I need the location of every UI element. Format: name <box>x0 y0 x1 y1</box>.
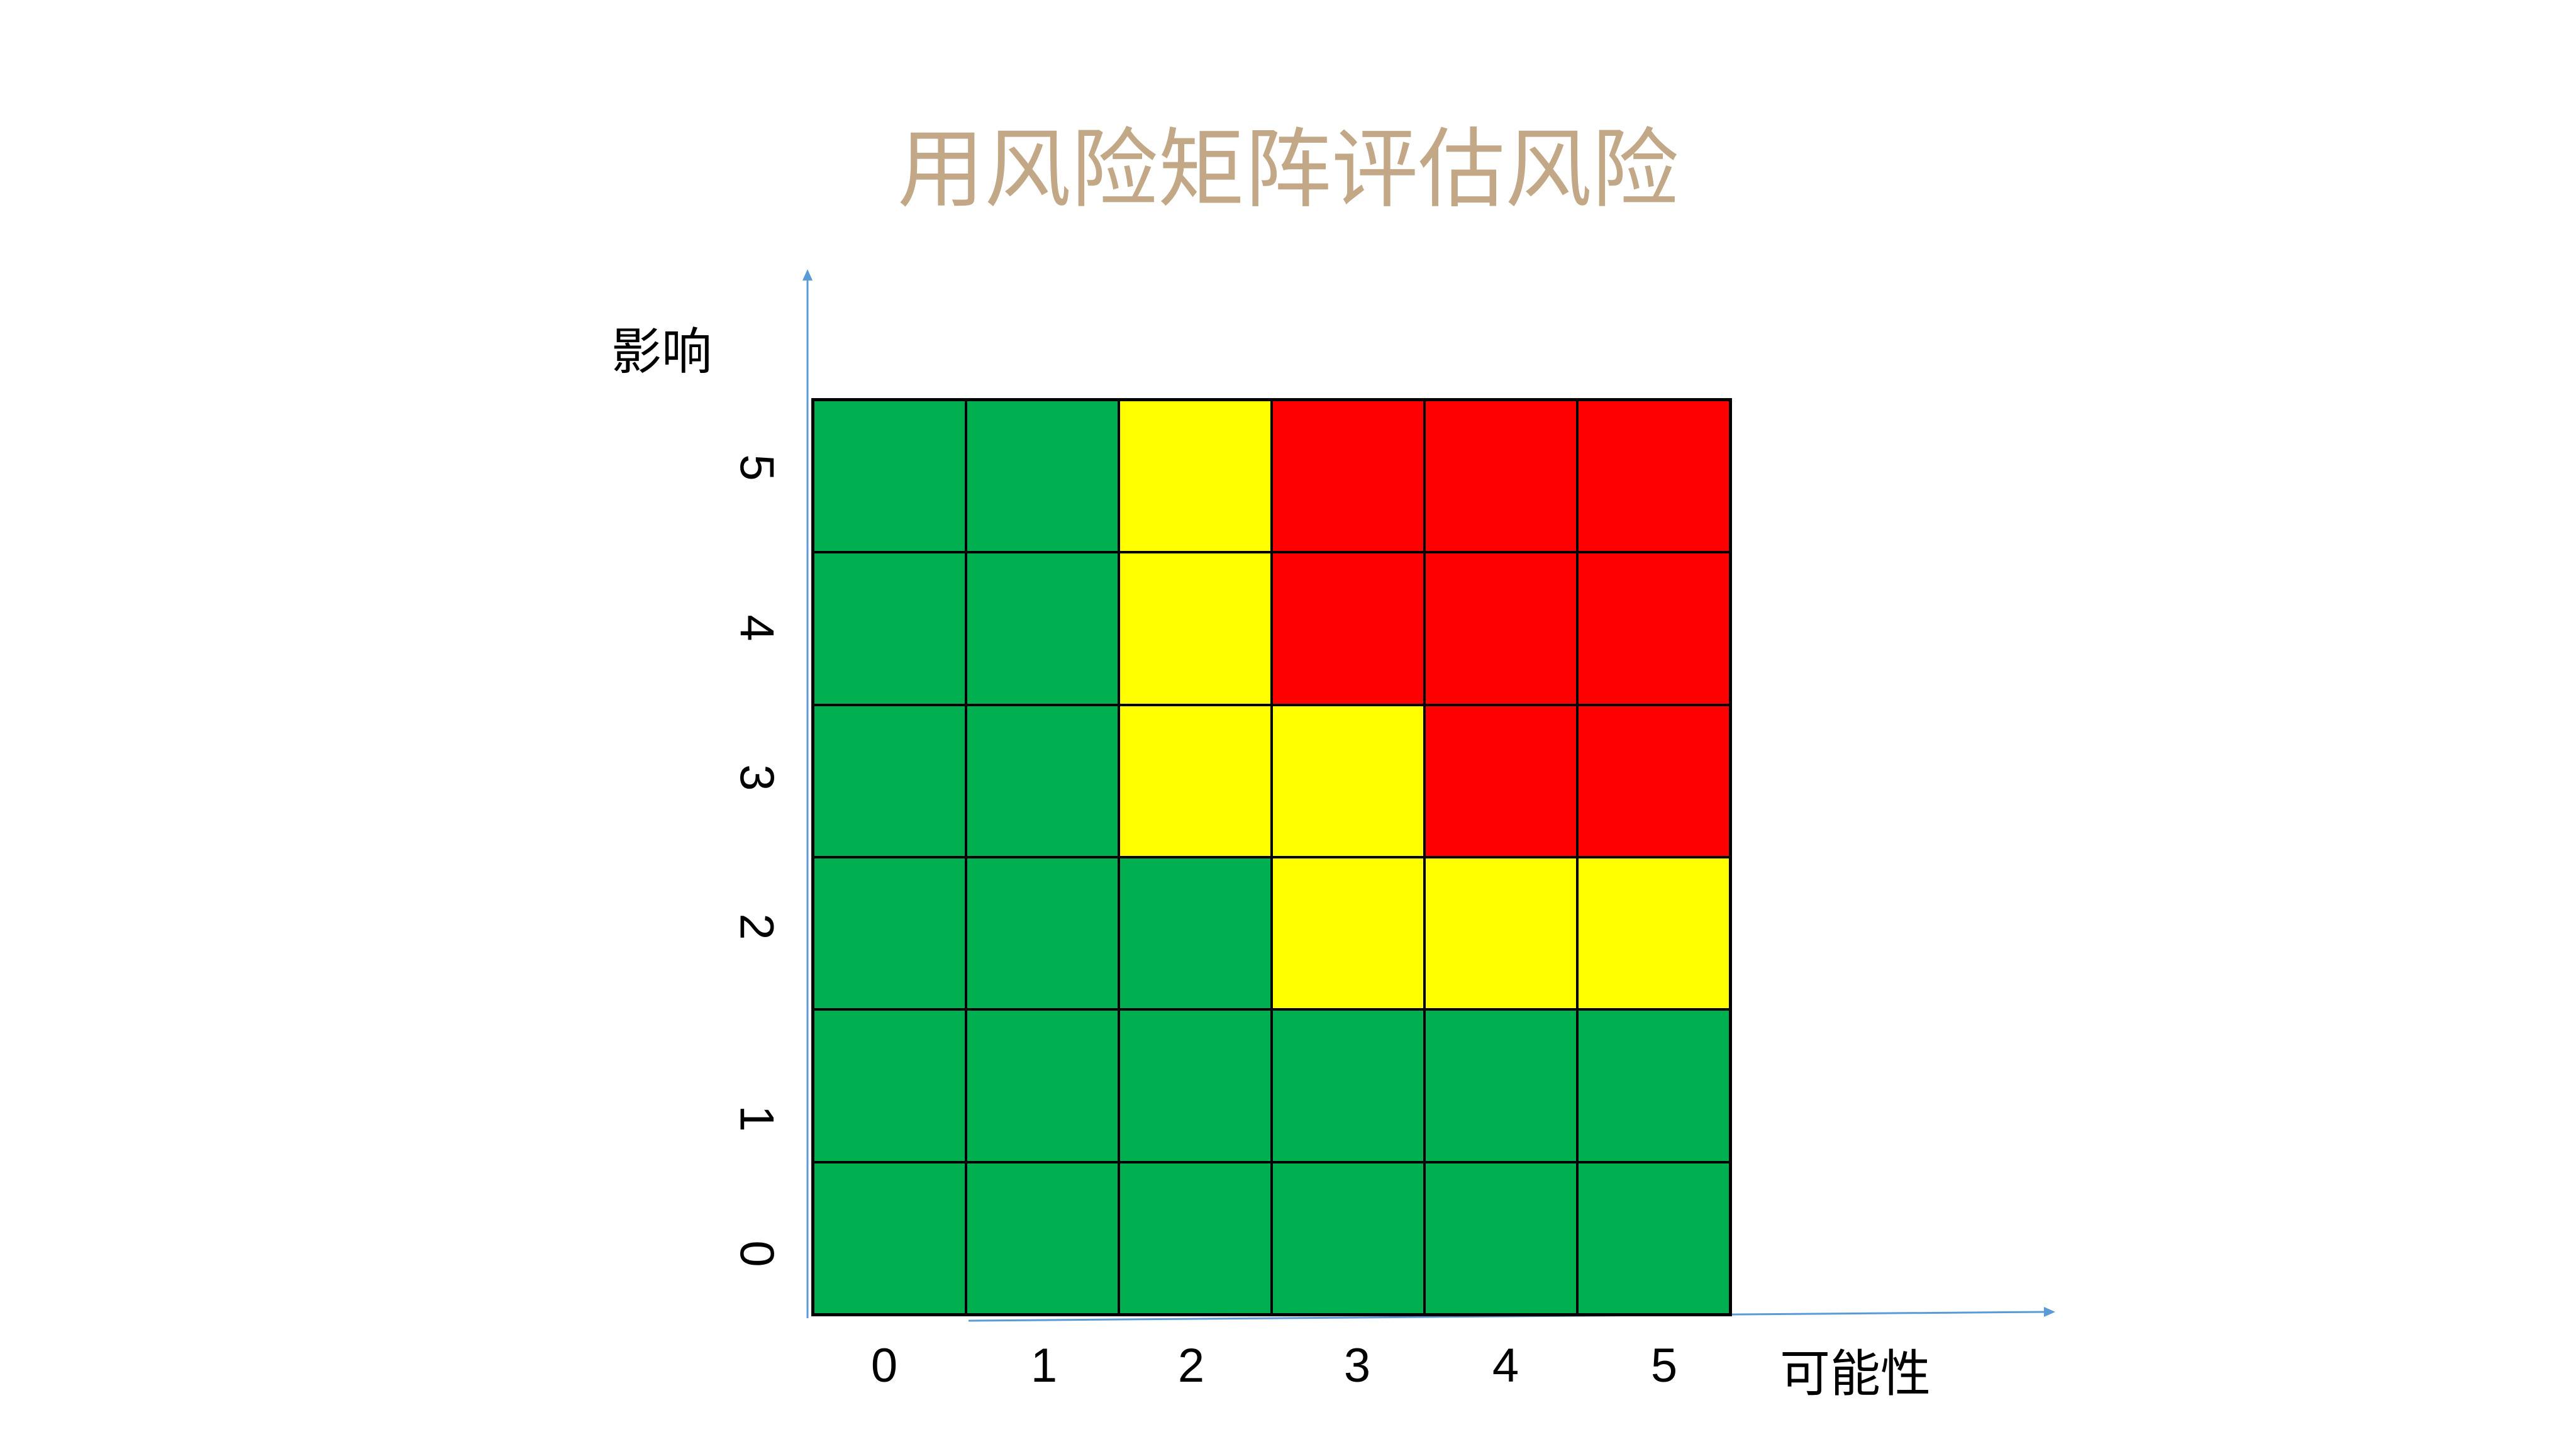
matrix-cell-impact-2-likelihood-3 <box>1272 857 1424 1010</box>
matrix-cell-impact-2-likelihood-0 <box>813 857 966 1010</box>
x-tick-label: 5 <box>1650 1339 1678 1392</box>
matrix-cell-impact-0-likelihood-5 <box>1577 1162 1730 1314</box>
matrix-cell-impact-2-likelihood-2 <box>1119 857 1272 1010</box>
matrix-cell-impact-5-likelihood-0 <box>813 400 966 553</box>
matrix-cell-impact-3-likelihood-3 <box>1272 704 1424 857</box>
risk-matrix <box>811 398 1732 1316</box>
x-axis-arrowhead <box>2044 1307 2055 1317</box>
x-tick-label: 2 <box>1177 1339 1205 1392</box>
y-tick-label: 3 <box>730 764 784 791</box>
x-tick-label: 1 <box>1030 1339 1058 1392</box>
y-axis-label: 影响 <box>611 323 712 381</box>
y-tick-label: 0 <box>730 1240 784 1267</box>
matrix-cell-impact-0-likelihood-3 <box>1272 1162 1424 1314</box>
matrix-cell-impact-5-likelihood-1 <box>966 400 1119 553</box>
matrix-cell-impact-3-likelihood-4 <box>1424 704 1577 857</box>
x-tick-label: 0 <box>870 1339 898 1392</box>
y-tick-label: 2 <box>730 913 784 940</box>
y-tick-label: 1 <box>730 1105 784 1132</box>
matrix-cell-impact-3-likelihood-1 <box>966 704 1119 857</box>
matrix-cell-impact-1-likelihood-2 <box>1119 1009 1272 1162</box>
matrix-cell-impact-4-likelihood-0 <box>813 552 966 705</box>
matrix-cell-impact-0-likelihood-2 <box>1119 1162 1272 1314</box>
matrix-cell-impact-3-likelihood-0 <box>813 704 966 857</box>
matrix-cell-impact-1-likelihood-3 <box>1272 1009 1424 1162</box>
matrix-cell-impact-5-likelihood-2 <box>1119 400 1272 553</box>
matrix-cell-impact-0-likelihood-0 <box>813 1162 966 1314</box>
matrix-cell-impact-4-likelihood-5 <box>1577 552 1730 705</box>
matrix-cell-impact-1-likelihood-0 <box>813 1009 966 1162</box>
matrix-cell-impact-1-likelihood-1 <box>966 1009 1119 1162</box>
matrix-cell-impact-4-likelihood-4 <box>1424 552 1577 705</box>
x-tick-label: 4 <box>1492 1339 1519 1392</box>
matrix-cell-impact-0-likelihood-4 <box>1424 1162 1577 1314</box>
y-tick-label: 4 <box>730 614 784 641</box>
matrix-cell-impact-5-likelihood-5 <box>1577 400 1730 553</box>
x-tick-label: 3 <box>1343 1339 1371 1392</box>
matrix-cell-impact-1-likelihood-4 <box>1424 1009 1577 1162</box>
matrix-cell-impact-2-likelihood-4 <box>1424 857 1577 1010</box>
matrix-cell-impact-4-likelihood-1 <box>966 552 1119 705</box>
matrix-cell-impact-2-likelihood-5 <box>1577 857 1730 1010</box>
y-axis-arrowhead <box>802 269 813 280</box>
matrix-cell-impact-5-likelihood-4 <box>1424 400 1577 553</box>
matrix-cell-impact-2-likelihood-1 <box>966 857 1119 1010</box>
matrix-cell-impact-1-likelihood-5 <box>1577 1009 1730 1162</box>
y-tick-label: 5 <box>730 454 784 481</box>
slide-title: 用风险矩阵评估风险 <box>897 119 1679 220</box>
matrix-cell-impact-4-likelihood-3 <box>1272 552 1424 705</box>
matrix-cell-impact-3-likelihood-5 <box>1577 704 1730 857</box>
matrix-cell-impact-3-likelihood-2 <box>1119 704 1272 857</box>
matrix-cell-impact-4-likelihood-2 <box>1119 552 1272 705</box>
matrix-cell-impact-0-likelihood-1 <box>966 1162 1119 1314</box>
matrix-cell-impact-5-likelihood-3 <box>1272 400 1424 553</box>
x-axis-label: 可能性 <box>1780 1345 1931 1403</box>
x-axis-line <box>968 1311 2048 1322</box>
